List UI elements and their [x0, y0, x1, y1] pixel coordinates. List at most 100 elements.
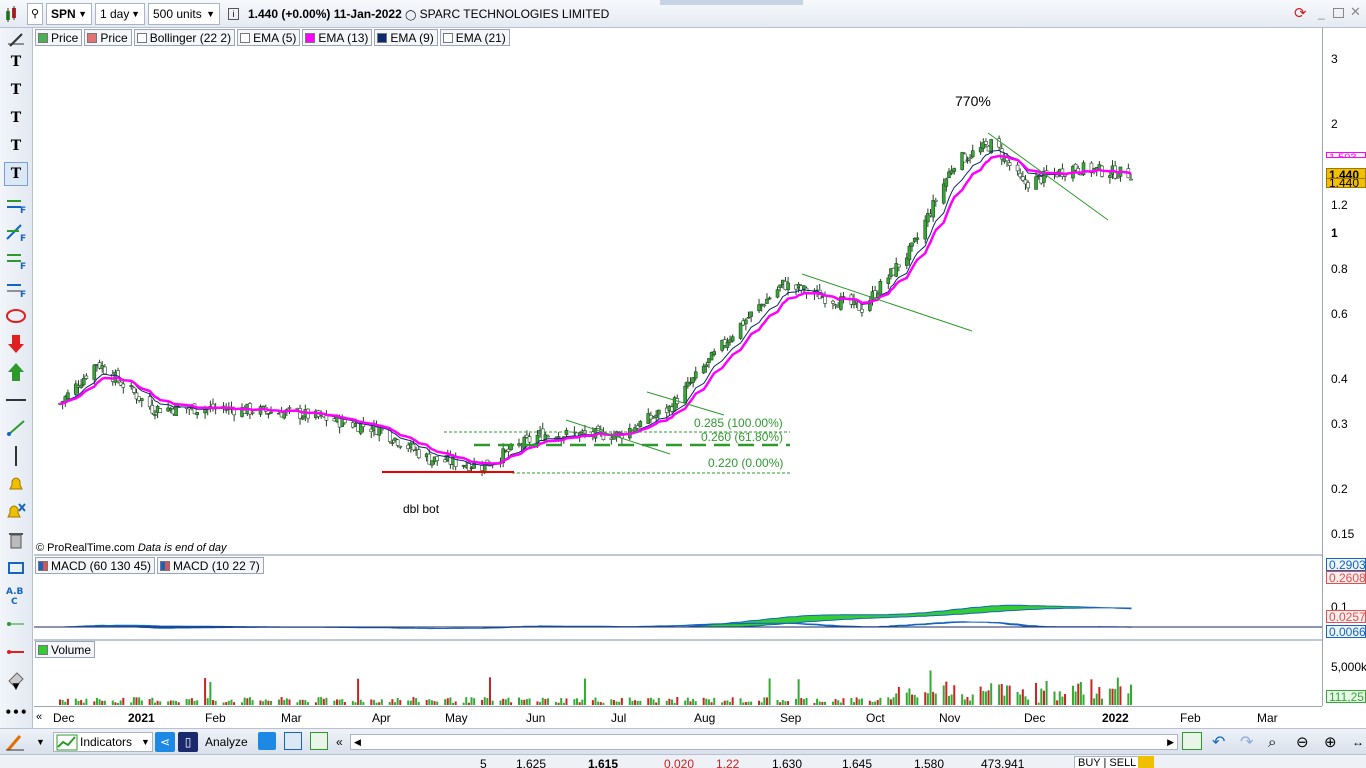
candle-body [250, 411, 255, 414]
sync-icon[interactable]: ⟳ [1294, 5, 1307, 22]
more-icon[interactable]: ••• [4, 705, 28, 719]
volume-bar [726, 700, 729, 705]
tick-0-3: 0.3 [1331, 417, 1348, 431]
link-icon[interactable]: ⚲ [27, 3, 43, 25]
maximize-icon[interactable] [1333, 8, 1344, 18]
chevron-down-icon[interactable]: ▼ [141, 737, 150, 747]
price-chart-svg[interactable] [34, 28, 1322, 706]
volume-bar [93, 701, 96, 705]
scroll-right-arrow-icon[interactable]: ▶ [1167, 736, 1174, 747]
interval-select[interactable]: 1 day ▼ [95, 3, 145, 25]
volume-bar [1061, 696, 1064, 705]
volume-bar [59, 699, 61, 705]
red-segment-icon[interactable] [4, 640, 28, 664]
scroll-left-icon[interactable]: « [336, 735, 343, 749]
candle-body [767, 297, 772, 300]
buy-sell-button[interactable]: BUY | SELL [1074, 756, 1141, 768]
fibonacci-time-icon[interactable]: F [4, 276, 28, 300]
buy-sell-dropdown[interactable] [1138, 756, 1154, 768]
legend-item[interactable]: EMA (5) [237, 29, 301, 46]
volume-bar [612, 700, 615, 705]
tick-1: 1 [1331, 226, 1338, 240]
chart-area[interactable]: Price Price Bollinger (22 2) EMA (5) EMA (13… [34, 28, 1322, 706]
share-icon[interactable]: ⋖ [155, 732, 175, 752]
minimize-icon[interactable]: _ [1318, 6, 1325, 20]
zoom-select-icon[interactable]: ⌕ [1268, 733, 1277, 751]
chat-icon[interactable] [258, 732, 276, 750]
fibonacci-retracement-icon[interactable]: F [4, 248, 28, 272]
volume-bar [744, 702, 747, 705]
volume-bar [425, 700, 428, 705]
date-axis[interactable]: « Dec 2021 Feb Mar Apr May Jun Jul Aug S… [34, 706, 1322, 728]
analyze-button[interactable]: Analyze [205, 732, 248, 752]
legend-swatch [377, 32, 388, 43]
legend-item[interactable]: Bollinger (22 2) [133, 29, 236, 46]
chevron-down-icon[interactable]: ▼ [36, 737, 45, 747]
volume-bar [652, 699, 655, 705]
macd-legend-1[interactable]: MACD (60 130 45) [35, 557, 156, 574]
arrow-up-icon[interactable] [4, 360, 28, 384]
trash-icon[interactable] [4, 528, 28, 552]
symbol-select[interactable]: SPN ▼ [46, 3, 92, 25]
chart-icon[interactable] [4, 5, 22, 23]
undo-icon[interactable]: ↶ [1212, 734, 1226, 751]
price-axis[interactable]: 3 2 1.2 1 0.8 0.6 0.4 0.3 0.2 0.15 1.503… [1322, 28, 1366, 706]
indicators-button[interactable]: Indicators [53, 732, 153, 752]
trendline-icon[interactable] [4, 416, 28, 440]
arrow-down-icon[interactable] [4, 332, 28, 356]
text-tool-icon[interactable]: T [10, 110, 22, 126]
legend-swatch [38, 32, 48, 43]
legend-item[interactable]: EMA (9) [374, 29, 438, 46]
legend-item[interactable]: EMA (13) [302, 29, 373, 46]
volume-bar [813, 702, 816, 705]
delete-alert-icon[interactable] [4, 500, 28, 524]
zoom-in-icon[interactable]: ⊕ [1324, 734, 1337, 751]
pen-icon[interactable] [4, 732, 26, 752]
drawing-box-icon[interactable] [4, 556, 28, 580]
legend-item[interactable]: EMA (21) [439, 29, 510, 46]
fibonacci-fan-icon[interactable]: F [4, 220, 28, 244]
candle-body [683, 385, 687, 403]
scroll-left-arrow-icon[interactable]: ◀ [354, 736, 361, 747]
screener-icon[interactable] [284, 732, 302, 750]
volume-bar [227, 700, 230, 705]
volume-legend-box[interactable]: Volume [35, 641, 96, 658]
candle-body [704, 364, 709, 367]
close-icon[interactable]: ✕ [1350, 4, 1361, 19]
ellipse-icon[interactable] [4, 304, 28, 328]
candle-body [989, 139, 993, 154]
candle-body [134, 392, 139, 400]
candle-body [427, 453, 432, 465]
units-select[interactable]: 500 units ▼ [148, 3, 220, 25]
alert-bell-icon[interactable] [4, 472, 28, 496]
layout-icon[interactable] [1182, 732, 1202, 750]
fibonacci-icon[interactable]: F [4, 192, 28, 216]
vertical-line-icon[interactable] [4, 444, 28, 468]
horizontal-line-icon[interactable] [4, 388, 28, 412]
macd-legend-2[interactable]: MACD (10 22 7) [157, 557, 264, 574]
info-icon[interactable]: i [228, 8, 239, 20]
candle-body [506, 448, 511, 452]
analyze-icon[interactable]: ▯ [178, 732, 198, 752]
scroll-left-icon[interactable]: « [36, 711, 43, 723]
tab-strip[interactable] [660, 0, 803, 5]
magic-tool-icon[interactable]: A.B C [4, 584, 28, 608]
horizontal-scrollbar[interactable]: ◀ ▶ [350, 734, 1178, 750]
redo-icon[interactable]: ↷ [1240, 734, 1254, 751]
text-tool-icon[interactable]: T [4, 162, 28, 186]
candle-body [657, 409, 661, 415]
chevron-down-icon[interactable]: ▼ [12, 682, 20, 692]
text-tool-icon[interactable]: T [10, 82, 22, 98]
backtest-icon[interactable] [310, 732, 328, 750]
volume-bar [264, 699, 267, 705]
pencil-icon[interactable] [4, 28, 28, 52]
legend-item[interactable]: Price [84, 29, 132, 46]
zoom-out-icon[interactable]: ⊖ [1296, 734, 1309, 751]
text-tool-icon[interactable]: T [10, 54, 22, 70]
volume-bar [130, 702, 133, 705]
segment-icon[interactable] [4, 612, 28, 636]
text-tool-icon[interactable]: T [10, 138, 22, 154]
eraser-icon[interactable] [4, 666, 28, 690]
fit-icon[interactable]: ↔ [1352, 735, 1364, 749]
legend-item[interactable]: Price [35, 29, 83, 46]
